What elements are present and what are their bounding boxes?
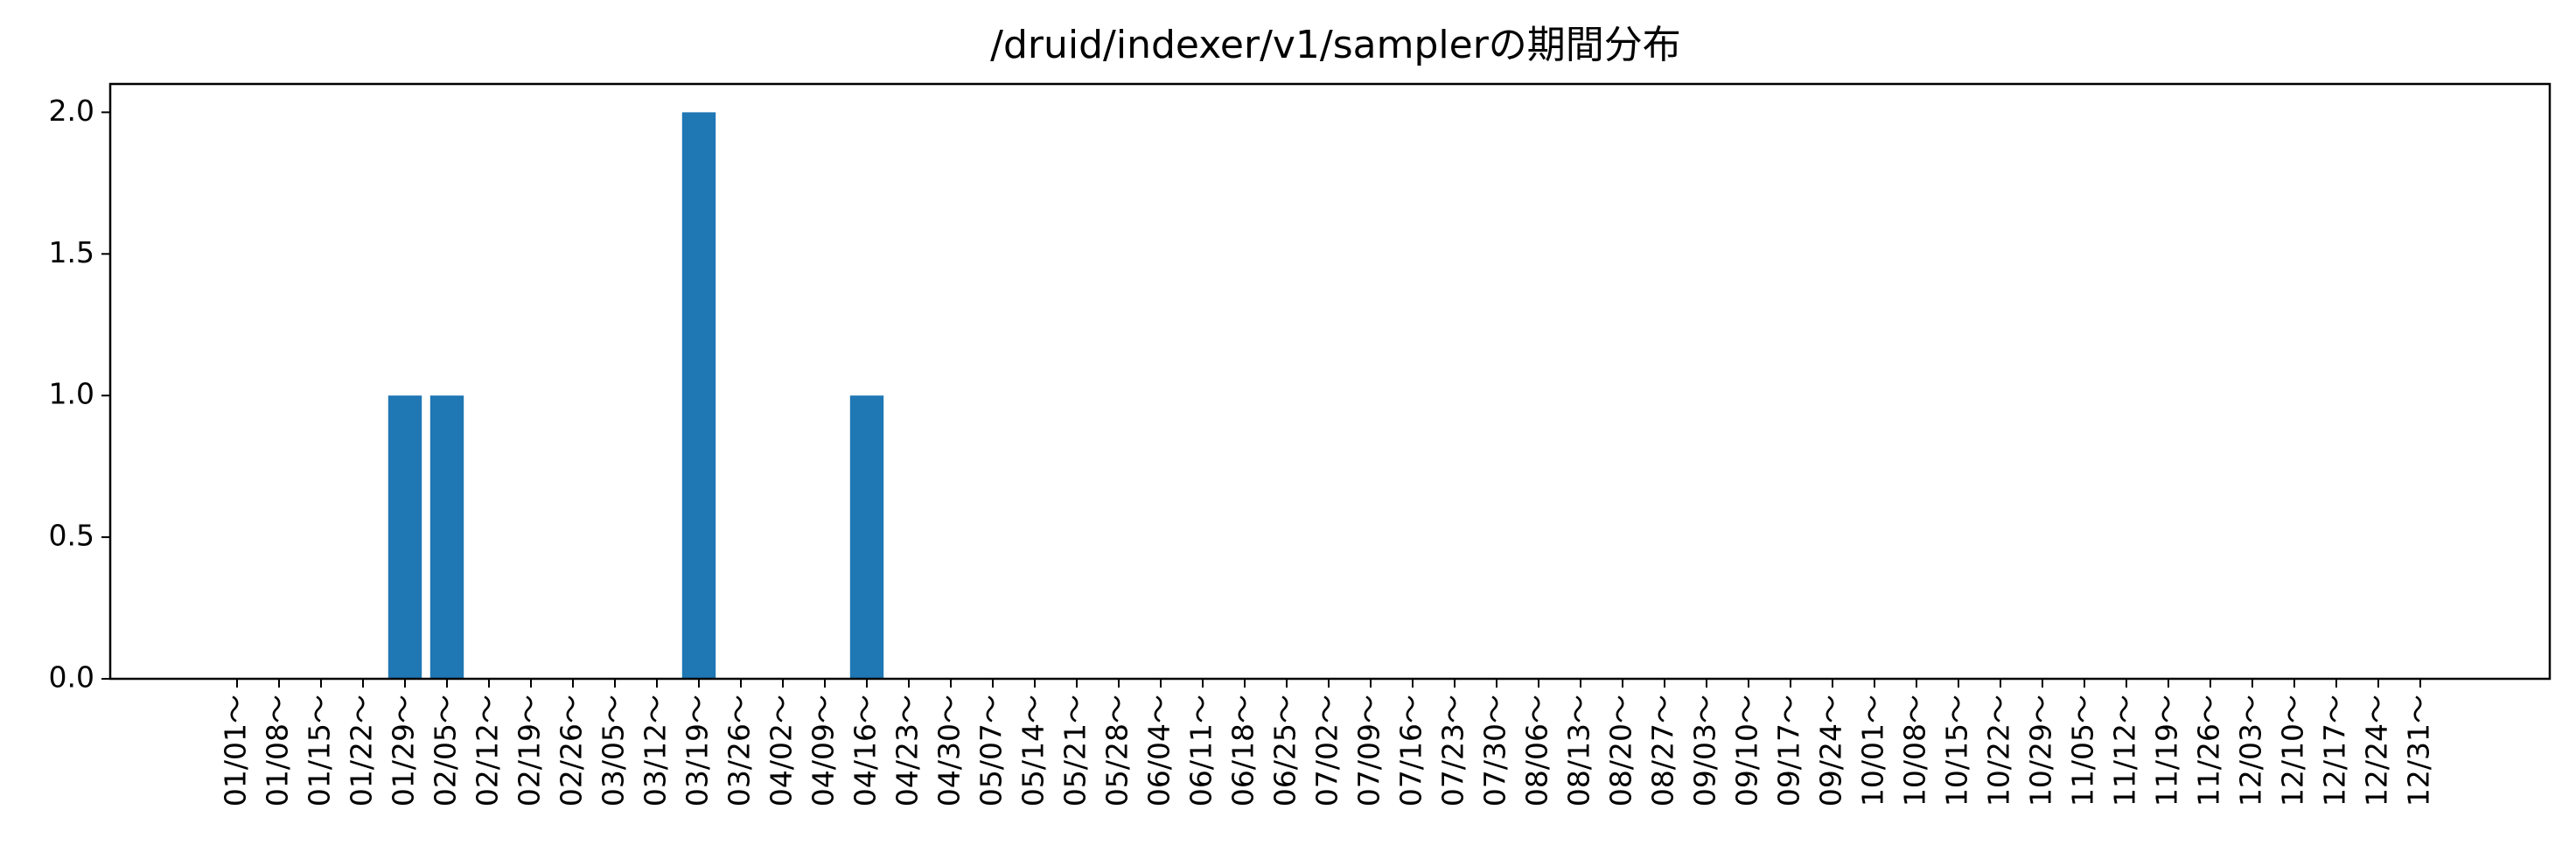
x-tick-label: 01/22～ [345, 695, 379, 807]
x-tick-label: 02/05～ [429, 695, 463, 807]
x-tick-label: 08/13～ [1562, 695, 1596, 807]
x-tick-label: 08/06～ [1520, 695, 1554, 807]
x-tick-label: 05/07～ [974, 695, 1009, 807]
x-tick-label: 02/26～ [555, 695, 589, 807]
x-tick-label: 04/16～ [848, 695, 883, 807]
x-tick-label: 04/30～ [932, 695, 967, 807]
x-tick-label: 05/14～ [1016, 695, 1051, 807]
x-tick-label: 06/25～ [1268, 695, 1302, 807]
y-tick-label: 1.5 [49, 235, 94, 269]
x-tick-label: 08/27～ [1646, 695, 1680, 807]
bars-group [387, 112, 884, 679]
x-tick-label: 02/12～ [471, 695, 505, 807]
bar [387, 395, 422, 679]
x-tick-label: 07/30～ [1478, 695, 1512, 807]
y-tick-label: 2.0 [49, 94, 94, 128]
x-tick-label: 10/01～ [1856, 695, 1890, 807]
x-tick-label: 11/26～ [2192, 695, 2226, 807]
x-tick-label: 02/19～ [513, 695, 547, 807]
bar [681, 112, 716, 679]
x-tick-label: 01/15～ [303, 695, 337, 807]
x-tick-label: 03/05～ [597, 695, 631, 807]
x-tick-label: 06/04～ [1142, 695, 1176, 807]
x-tick-label: 01/29～ [387, 695, 421, 807]
y-tick-label: 1.0 [49, 377, 94, 411]
x-tick-label: 03/19～ [681, 695, 715, 807]
bar [849, 395, 884, 679]
x-tick-label: 10/22～ [1982, 695, 2016, 807]
chart-title: /druid/indexer/v1/samplerの期間分布 [990, 23, 1681, 67]
plot-frame [108, 82, 2552, 681]
x-tick-label: 11/12～ [2108, 695, 2142, 807]
x-tick-label: 05/21～ [1058, 695, 1093, 807]
x-tick-label: 04/23～ [890, 695, 925, 807]
x-tick-label: 01/01～ [219, 695, 253, 807]
x-tick-label: 12/10～ [2276, 695, 2310, 807]
x-tick-label: 04/02～ [764, 695, 799, 807]
x-tick-label: 07/23～ [1436, 695, 1470, 807]
x-tick-label: 07/09～ [1352, 695, 1386, 807]
x-tick-label: 10/29～ [2024, 695, 2058, 807]
y-axis: 0.0 0.5 1.0 1.5 2.0 [49, 94, 110, 695]
x-tick-label: 11/05～ [2066, 695, 2100, 807]
x-tick-label: 08/20～ [1604, 695, 1638, 807]
x-tick-label: 12/31～ [2402, 695, 2436, 807]
x-tick-label: 09/10～ [1730, 695, 1764, 807]
x-tick-label: 06/18～ [1226, 695, 1260, 807]
x-tick-label: 07/16～ [1394, 695, 1428, 807]
x-tick-label: 09/03～ [1688, 695, 1722, 807]
x-tick-label: 12/24～ [2360, 695, 2394, 807]
x-tick-label: 04/09～ [806, 695, 841, 807]
x-tick-label: 06/11～ [1184, 695, 1218, 807]
y-tick-label: 0.0 [49, 660, 94, 695]
x-tick-label: 01/08～ [261, 695, 295, 807]
bar [429, 395, 464, 679]
x-axis: 01/01～ 01/08～ 01/15～ 01/22～ 01/29～ 02/05～ 02/1… [219, 679, 2436, 807]
x-tick-label: 12/17～ [2318, 695, 2352, 807]
x-tick-label: 03/26～ [723, 695, 757, 807]
x-tick-label: 10/08～ [1898, 695, 1932, 807]
x-tick-label: 09/17～ [1772, 695, 1806, 807]
x-tick-label: 12/03～ [2234, 695, 2268, 807]
x-tick-label: 11/19～ [2150, 695, 2184, 807]
x-tick-label: 05/28～ [1100, 695, 1134, 807]
x-tick-label: 10/15～ [1940, 695, 1974, 807]
x-tick-label: 09/24～ [1814, 695, 1848, 807]
x-tick-label: 03/12～ [639, 695, 673, 807]
x-tick-label: 07/02～ [1310, 695, 1344, 807]
y-tick-label: 0.5 [49, 519, 94, 553]
